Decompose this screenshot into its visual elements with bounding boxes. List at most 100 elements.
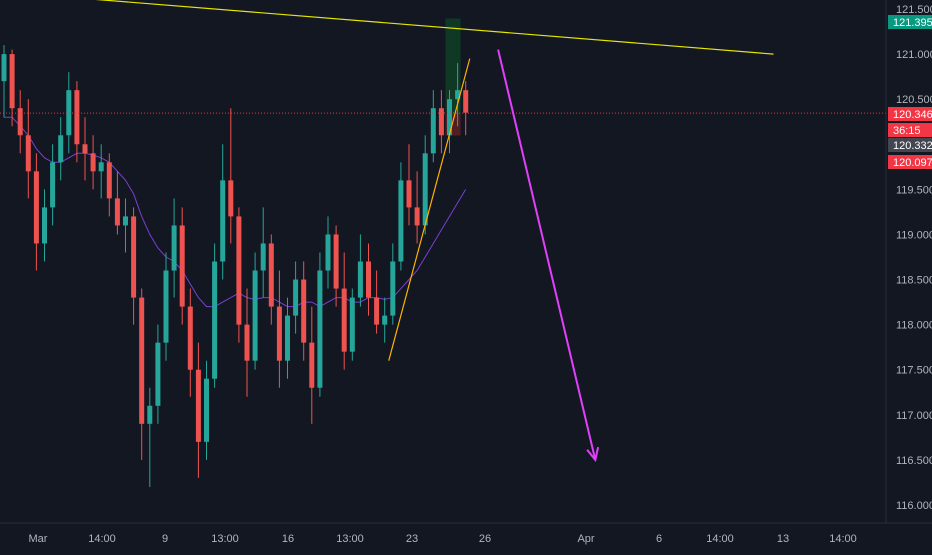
candle-body (17, 108, 23, 136)
price-tick-label: 118.500 (896, 275, 932, 287)
price-tag-box (888, 155, 932, 169)
candle-body (260, 243, 266, 271)
price-tick-label: 120.500 (896, 94, 932, 106)
candle-body (82, 144, 88, 154)
price-tags-layer: 121.395 120.346 36:15 120.332 120.097 (888, 15, 932, 169)
moving-average-line (4, 116, 467, 308)
price-tick-label: 119.500 (896, 184, 932, 196)
time-tick-label: Mar (29, 533, 48, 545)
candle-body (98, 162, 104, 172)
price-tag-box (888, 107, 932, 121)
candle-body (276, 306, 282, 361)
time-tick-label: Apr (577, 533, 594, 545)
price-tag-box (888, 15, 932, 29)
price-tick-label: 117.500 (896, 365, 932, 377)
candle-body (463, 90, 469, 113)
time-tick-label: 16 (282, 533, 294, 545)
price-tick-label: 116.000 (896, 500, 932, 512)
forecast-arrow-head (586, 446, 600, 463)
candle-body (58, 135, 64, 163)
candle-body (163, 270, 169, 343)
candle-body (309, 342, 315, 388)
time-tick-label: 6 (656, 533, 662, 545)
candle-body (179, 225, 185, 307)
candle-body (293, 279, 299, 316)
candle-body (212, 261, 218, 379)
price-tick-label: 119.000 (896, 229, 932, 241)
candle-body (1, 54, 7, 82)
candle-body (341, 288, 347, 352)
support-trendline[interactable] (388, 58, 471, 361)
candle-body (455, 90, 461, 100)
candle-body (228, 180, 234, 217)
price-tag-label: 120.097 (893, 157, 932, 169)
time-tick-label: 13 (777, 533, 789, 545)
candle-body (357, 261, 363, 298)
candle-body (195, 369, 201, 442)
candle-body (374, 297, 380, 325)
candle-body (42, 207, 47, 244)
candle-body (414, 207, 420, 226)
candle-body (114, 198, 120, 226)
time-tick-label: 13:00 (336, 533, 364, 545)
candles-layer (1, 18, 469, 487)
price-axis[interactable]: 121.500121.000120.500120.000119.500119.0… (885, 0, 932, 550)
candle-body (25, 135, 31, 172)
price-tick-label: 116.500 (896, 455, 932, 467)
candle-body (406, 180, 412, 208)
resistance-trendline[interactable] (0, 0, 774, 55)
time-tick-label: 23 (406, 533, 418, 545)
position-target-zone (445, 18, 461, 114)
candle-body (220, 180, 226, 262)
price-axis-background (886, 0, 932, 550)
price-tag-box (888, 138, 932, 152)
time-tick-label: 14:00 (829, 533, 857, 545)
candle-body (204, 378, 209, 442)
candle-body (438, 108, 444, 136)
candle-body (422, 153, 428, 226)
price-tag-label: 36:15 (893, 125, 921, 137)
candle-body (139, 297, 145, 424)
candle-body (50, 162, 56, 208)
candle-body (147, 405, 153, 424)
candle-body (285, 315, 290, 361)
price-tag-box (888, 123, 932, 137)
candle-body (236, 216, 242, 325)
price-tick-label: 117.000 (896, 410, 932, 422)
time-tick-label: 13:00 (211, 533, 239, 545)
time-tick-label: 14:00 (88, 533, 116, 545)
time-axis[interactable]: Mar 14:00 9 13:00 16 13:00 23 26 Apr 6 14:00 13 14:0… (0, 522, 932, 550)
price-tag-label: 120.332 (893, 140, 932, 152)
candle-body (333, 234, 339, 289)
candle-body (325, 234, 331, 271)
candle-body (66, 90, 72, 136)
candle-body (155, 342, 161, 406)
price-tick-label: 121.000 (896, 49, 932, 61)
candle-body (244, 324, 250, 361)
candle-body (447, 99, 452, 136)
candle-body (349, 297, 355, 352)
candle-body (252, 270, 258, 361)
time-axis-background (0, 523, 932, 550)
time-tick-label: 14:00 (706, 533, 734, 545)
candle-body (317, 270, 323, 388)
overlays-layer (0, 0, 886, 463)
forecast-arrow-shaft[interactable] (497, 49, 597, 461)
candle-body (123, 216, 128, 226)
candle-body (106, 162, 112, 199)
price-tag-label: 120.346 (893, 109, 932, 121)
price-tick-label: 121.500 (896, 4, 932, 16)
candle-body (390, 261, 396, 316)
candle-body (74, 90, 80, 145)
candle-body (131, 216, 137, 298)
candle-body (398, 180, 404, 262)
candle-body (90, 153, 96, 172)
candle-body (33, 171, 39, 244)
candle-body (382, 315, 388, 325)
candle-body (171, 225, 177, 271)
price-tick-label: 118.000 (896, 320, 932, 332)
time-tick-label: 26 (479, 533, 491, 545)
candle-body (301, 279, 307, 343)
